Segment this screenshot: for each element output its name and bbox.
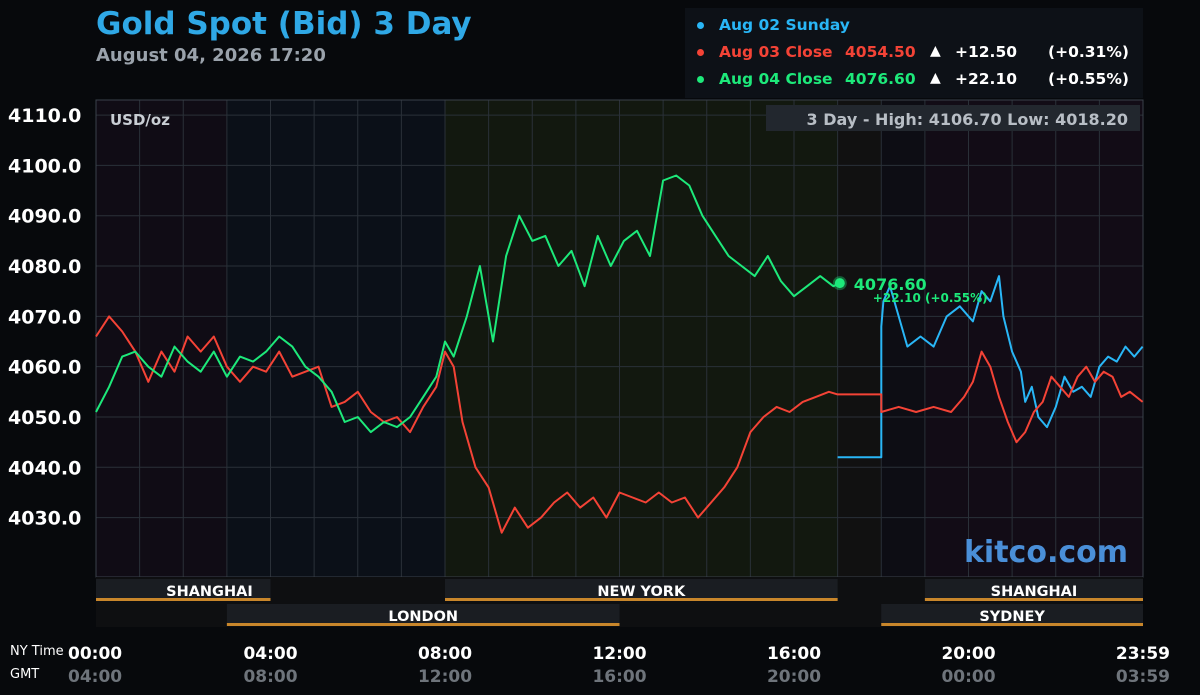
chart-title: Gold Spot (Bid) 3 Day bbox=[96, 6, 472, 42]
session-shade-3 bbox=[837, 100, 882, 577]
x-tick-ny: 20:00 bbox=[941, 644, 995, 664]
session-underline-2 bbox=[924, 598, 1143, 601]
y-tick-label: 4090.0 bbox=[8, 206, 81, 228]
current-change-label: +22.10 (+0.55%) bbox=[873, 291, 988, 305]
x-tick-ny: 00:00 bbox=[68, 644, 122, 664]
legend: Aug 02 Sunday Aug 03 Close 4054.50 ▲ +12… bbox=[685, 8, 1143, 98]
x-tick-gmt: 03:59 bbox=[1116, 667, 1170, 687]
session-underline-3 bbox=[226, 623, 620, 626]
legend-value-aug03: 4054.50 bbox=[845, 43, 916, 61]
x-tick-gmt: 04:00 bbox=[68, 667, 122, 687]
y-tick-label: 4070.0 bbox=[8, 306, 81, 328]
unit-label: USD/oz bbox=[110, 111, 170, 129]
legend-up-arrow-aug03: ▲ bbox=[930, 43, 941, 59]
y-tick-label: 4100.0 bbox=[8, 155, 81, 177]
legend-pct-aug04: (+0.55%) bbox=[1048, 70, 1129, 88]
session-label-0: SHANGHAI bbox=[166, 584, 253, 600]
y-tick-label: 4110.0 bbox=[8, 105, 81, 127]
session-underline-0 bbox=[96, 598, 271, 601]
legend-pct-aug03: (+0.31%) bbox=[1048, 43, 1129, 61]
x-tick-ny: 16:00 bbox=[767, 644, 821, 664]
legend-label-aug02: Aug 02 Sunday bbox=[719, 16, 850, 34]
x-tick-gmt: 00:00 bbox=[941, 667, 995, 687]
legend-label-aug04: Aug 04 Close bbox=[719, 70, 833, 88]
session-shade-5 bbox=[924, 100, 1143, 577]
chart-datetime: August 04, 2026 17:20 bbox=[96, 45, 326, 66]
current-price-label: 4076.60 bbox=[854, 275, 927, 294]
session-bar-1 bbox=[445, 579, 838, 600]
x-tick-gmt: 16:00 bbox=[592, 667, 646, 687]
session-shade-0 bbox=[96, 100, 227, 577]
session-label-1: NEW YORK bbox=[597, 584, 686, 600]
x-tick-ny: 04:00 bbox=[243, 644, 297, 664]
session-shade-1 bbox=[226, 100, 445, 577]
session-label-2: SHANGHAI bbox=[991, 584, 1078, 600]
legend-dot-aug03 bbox=[697, 49, 704, 56]
session-label-3: LONDON bbox=[388, 609, 458, 625]
legend-up-arrow-aug04: ▲ bbox=[930, 70, 941, 86]
range-label-bg bbox=[766, 105, 1140, 131]
series-line-1 bbox=[95, 315, 1144, 534]
x-tick-gmt: 20:00 bbox=[767, 667, 821, 687]
x-tick-ny: 08:00 bbox=[418, 644, 472, 664]
session-shade-2 bbox=[445, 100, 838, 577]
legend-value-aug04: 4076.60 bbox=[845, 70, 916, 88]
gmt-label: GMT bbox=[10, 667, 39, 682]
session-underline-1 bbox=[445, 598, 838, 601]
session-label-4: SYDNEY bbox=[979, 609, 1045, 625]
legend-change-aug04: +22.10 bbox=[955, 70, 1018, 88]
session-bar-0 bbox=[96, 579, 271, 600]
session-bar-3 bbox=[226, 604, 620, 625]
x-tick-gmt: 12:00 bbox=[418, 667, 472, 687]
legend-change-aug03: +12.50 bbox=[955, 43, 1018, 61]
y-tick-label: 4080.0 bbox=[8, 256, 81, 278]
x-tick-ny: 12:00 bbox=[592, 644, 646, 664]
x-tick-ny: 23:59 bbox=[1116, 644, 1170, 664]
session-bar-2 bbox=[924, 579, 1143, 600]
y-tick-label: 4030.0 bbox=[8, 508, 81, 530]
current-price-dot bbox=[834, 278, 845, 289]
legend-label-aug03: Aug 03 Close bbox=[719, 43, 833, 61]
range-label: 3 Day - High: 4106.70 Low: 4018.20 bbox=[807, 110, 1128, 129]
y-tick-label: 4040.0 bbox=[8, 457, 81, 479]
series-line-2 bbox=[95, 174, 841, 434]
series-line-0 bbox=[837, 275, 1144, 459]
y-tick-label: 4060.0 bbox=[8, 357, 81, 379]
legend-dot-aug02 bbox=[697, 22, 704, 29]
x-tick-gmt: 08:00 bbox=[243, 667, 297, 687]
kitco-watermark: kitco.com bbox=[964, 535, 1128, 570]
ny-time-label: NY Time bbox=[10, 644, 64, 659]
session-underline-4 bbox=[881, 623, 1143, 626]
legend-dot-aug04 bbox=[697, 76, 704, 83]
session-bar-4 bbox=[881, 604, 1143, 625]
y-tick-label: 4050.0 bbox=[8, 407, 81, 429]
